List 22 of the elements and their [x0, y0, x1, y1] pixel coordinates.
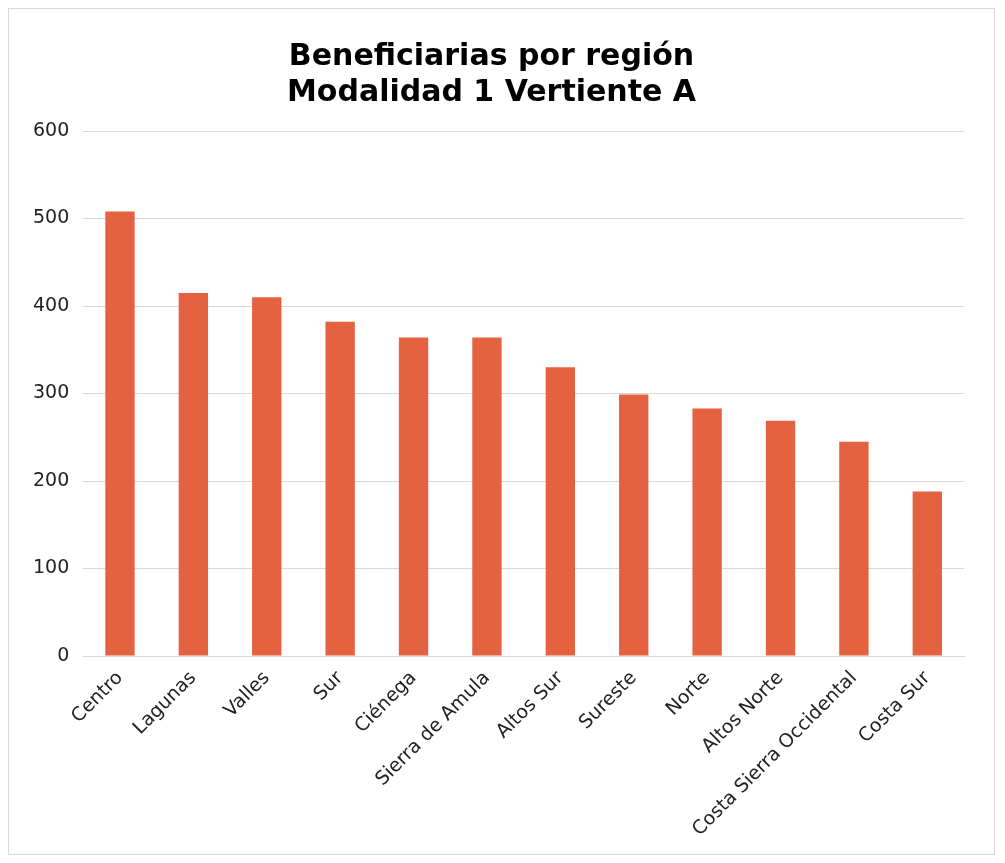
x-tick-label: Sur — [308, 665, 347, 704]
bar — [252, 297, 282, 656]
y-tick-label: 300 — [33, 380, 70, 403]
text: Beneficiarias por región — [288, 36, 695, 72]
bar — [765, 420, 796, 656]
y-tick-label: 0 — [57, 642, 70, 665]
y-tick-label: 500 — [33, 205, 70, 228]
bar — [398, 337, 429, 656]
bar — [545, 367, 576, 656]
y-tick-label: 200 — [33, 467, 70, 490]
text: Modalidad 1 Vertiente A — [286, 72, 697, 108]
y-tick-label: 600 — [33, 117, 70, 140]
bar — [325, 321, 355, 656]
bar — [178, 292, 209, 656]
bar — [912, 491, 942, 656]
bar — [692, 408, 722, 656]
bar — [105, 211, 135, 656]
bar — [472, 337, 502, 656]
y-tick-label: 400 — [33, 292, 70, 315]
bar — [619, 394, 649, 656]
bar — [839, 441, 869, 656]
y-tick-label: 100 — [33, 555, 70, 578]
